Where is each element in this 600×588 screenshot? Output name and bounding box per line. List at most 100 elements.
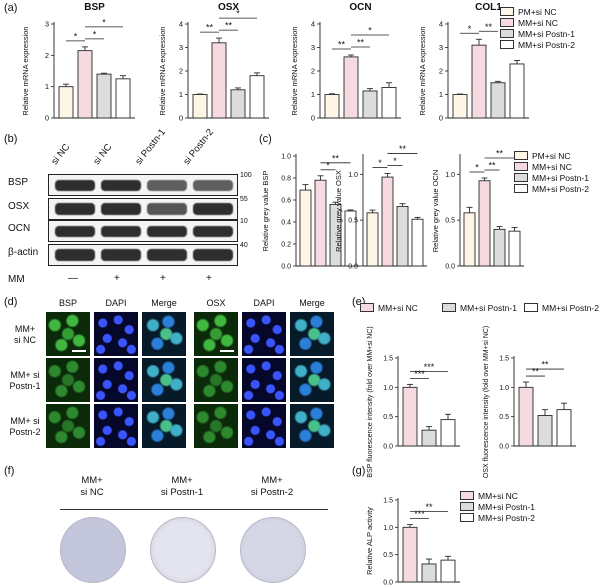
- sig-label: ***: [414, 369, 425, 379]
- blot-lane-label: si Postn-2: [181, 126, 217, 167]
- y-tick-label: 0.4: [281, 220, 291, 227]
- blot-strip: [48, 174, 238, 196]
- legend-label: MM+si Postn-1: [478, 501, 535, 512]
- legend-swatch: [514, 151, 528, 161]
- legend-swatch: [442, 303, 456, 313]
- blot-band: [101, 225, 141, 237]
- y-axis-label: Relative grey value OCN: [431, 170, 440, 253]
- sig-label: *: [475, 163, 479, 173]
- y-tick-label: 0.5: [499, 414, 509, 421]
- dish-label-line: MM+: [171, 475, 193, 486]
- micro-tile-merge: [142, 312, 186, 356]
- panel-label-f: (f): [4, 465, 15, 477]
- legend-swatch: [500, 40, 514, 50]
- y-tick-label: 0.5: [383, 552, 393, 559]
- bar: [115, 78, 131, 119]
- mm-sign: —: [68, 273, 78, 284]
- legend-swatch: [514, 184, 528, 194]
- y-tick-label: 0: [311, 114, 315, 123]
- y-axis-label: Relative ALP activity: [365, 507, 374, 575]
- blot-band: [193, 249, 233, 261]
- bar: [366, 212, 379, 267]
- micro-tile-green: [194, 358, 238, 402]
- micro-row-label-line: Postn-2: [9, 427, 41, 437]
- y-tick-label: 0.5: [445, 218, 455, 225]
- legend-label: MM+si Postn-1: [518, 28, 575, 39]
- blot-lane-label: si NC: [91, 141, 115, 167]
- y-tick-label: 1.0: [281, 154, 291, 161]
- y-tick-label: 1.5: [499, 356, 509, 363]
- bar: [381, 86, 397, 119]
- legend-swatch: [460, 502, 474, 512]
- chart-title: OCN: [349, 2, 371, 13]
- blot-band: [193, 225, 233, 237]
- micro-row-label-line: si NC: [14, 335, 36, 345]
- legend-item: MM+si Postn-2: [500, 39, 575, 50]
- y-tick-label: 2: [439, 67, 443, 76]
- legend-swatch: [514, 162, 528, 172]
- legend-swatch: [460, 513, 474, 523]
- legend-item: MM+si NC: [460, 490, 518, 501]
- mm-sign: +: [206, 273, 212, 284]
- legend-item: MM+si NC: [500, 17, 558, 28]
- sig-label: **: [332, 153, 340, 163]
- sig-label: **: [399, 144, 407, 154]
- legend-swatch: [514, 173, 528, 183]
- bar: [421, 429, 437, 447]
- y-tick-label: 0.8: [281, 176, 291, 183]
- legend-label: PM+si NC: [532, 150, 571, 161]
- panel-label-g: (g): [352, 465, 366, 477]
- sig-label: *: [378, 158, 382, 168]
- y-axis-label: Relative grey value OSX: [334, 170, 343, 252]
- micro-col-header: DAPI: [253, 298, 275, 308]
- scale-bar: [72, 350, 86, 352]
- bar: [299, 189, 312, 267]
- alp-dish: [60, 517, 126, 583]
- chart-title: COL1: [475, 2, 502, 13]
- micro-col-header: DAPI: [105, 298, 127, 308]
- mm-row-label: MM: [8, 274, 25, 285]
- micro-tile-merge: [290, 404, 334, 448]
- alp-dish: [240, 517, 306, 583]
- panel-label-b: (b): [4, 133, 18, 145]
- bar: [324, 94, 340, 119]
- legend-swatch: [460, 491, 474, 501]
- y-tick-label: 0.5: [383, 414, 393, 421]
- sig-label: **: [338, 40, 346, 50]
- y-tick-label: 3: [439, 43, 443, 52]
- legend-label: MM+si Postn-1: [532, 172, 589, 183]
- legend-item: MM+si Postn-1: [442, 302, 517, 313]
- y-tick-label: 4: [439, 20, 443, 29]
- micro-tile-blue: [94, 358, 138, 402]
- blot-mw-label: 10: [240, 218, 248, 225]
- sig-label: *: [368, 26, 372, 36]
- y-tick-label: 0.5: [348, 218, 358, 225]
- legend-label: MM+si NC: [532, 161, 572, 172]
- bar: [77, 50, 93, 119]
- legend-label: MM+si Postn-2: [542, 302, 599, 313]
- legend-item: MM+si Postn-2: [514, 183, 589, 194]
- dish-label: MM+ si NC: [46, 475, 138, 499]
- y-tick-label: 0: [179, 114, 183, 123]
- mm-sign: +: [160, 273, 166, 284]
- panel-label-c: (c): [259, 133, 272, 145]
- bar: [478, 180, 491, 267]
- micro-tile-blue: [242, 404, 286, 448]
- y-tick-label: 0: [45, 114, 49, 123]
- y-tick-label: 1: [311, 90, 315, 99]
- bar: [440, 559, 456, 583]
- y-axis-label: Relative mRNA expression: [418, 26, 427, 115]
- y-tick-label: 3: [311, 43, 315, 52]
- y-tick-label: 0.0: [499, 444, 509, 451]
- legend-item: MM+si Postn-2: [460, 512, 535, 523]
- blot-row-label: BSP: [8, 177, 29, 188]
- legend-label: MM+si Postn-2: [532, 183, 589, 194]
- micro-row-label-line: MM+: [14, 324, 36, 334]
- micro-tile-blue: [94, 312, 138, 356]
- micro-tile-merge: [290, 358, 334, 402]
- legend-swatch: [360, 303, 374, 313]
- blot-band: [101, 179, 141, 191]
- sig-label: *: [236, 9, 240, 19]
